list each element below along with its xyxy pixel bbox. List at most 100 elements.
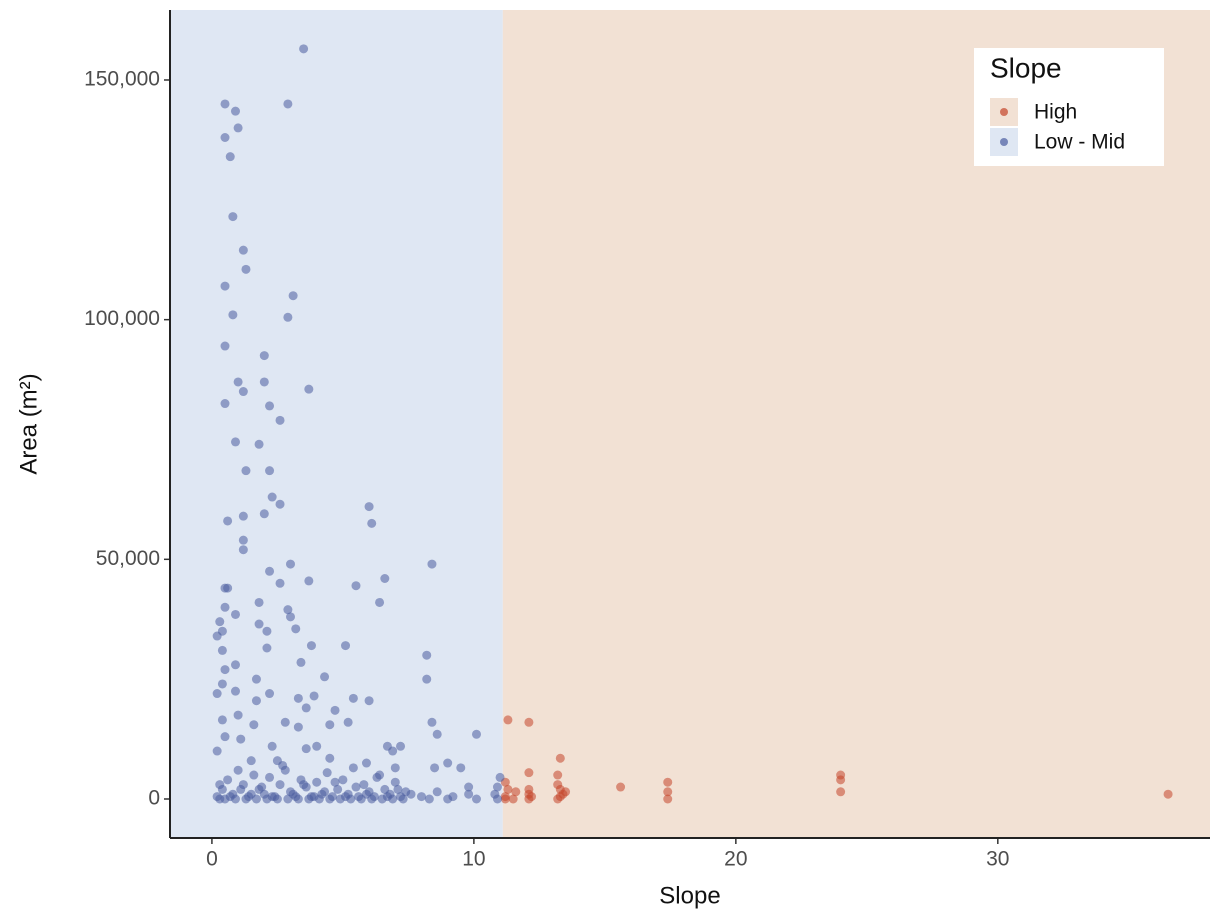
point	[283, 312, 293, 322]
point	[325, 794, 335, 804]
point	[217, 645, 227, 655]
point	[616, 782, 626, 792]
point	[471, 794, 481, 804]
x-axis-title: Slope	[659, 882, 720, 909]
point	[283, 794, 293, 804]
legend-label: Low - Mid	[1034, 131, 1125, 154]
point	[364, 502, 374, 512]
point	[259, 351, 269, 361]
point	[380, 573, 390, 583]
point	[228, 212, 238, 222]
point	[236, 734, 246, 744]
point	[262, 626, 272, 636]
point	[251, 794, 261, 804]
point	[293, 794, 303, 804]
x-tick-label: 10	[462, 848, 485, 871]
point	[471, 729, 481, 739]
point	[663, 777, 673, 787]
point	[251, 674, 261, 684]
point	[223, 775, 233, 785]
point	[233, 710, 243, 720]
point	[492, 794, 502, 804]
point	[241, 466, 251, 476]
point	[500, 794, 510, 804]
point	[262, 643, 272, 653]
point	[267, 741, 277, 751]
point	[220, 99, 230, 109]
point	[309, 691, 319, 701]
legend-label: High	[1034, 101, 1077, 124]
point	[527, 792, 537, 802]
point	[398, 794, 408, 804]
point	[291, 624, 301, 634]
point	[320, 787, 330, 797]
point	[220, 341, 230, 351]
point	[312, 777, 322, 787]
point	[304, 576, 314, 586]
legend-marker	[1000, 108, 1008, 116]
point	[304, 384, 314, 394]
point	[225, 152, 235, 162]
point	[230, 660, 240, 670]
point	[230, 686, 240, 696]
point	[346, 794, 356, 804]
point	[424, 794, 434, 804]
point	[280, 717, 290, 727]
point	[663, 787, 673, 797]
y-tick-label: 100,000	[84, 307, 160, 330]
point	[388, 794, 398, 804]
point	[836, 775, 846, 785]
point	[503, 715, 513, 725]
point	[320, 672, 330, 682]
point	[422, 650, 432, 660]
y-tick-label: 150,000	[84, 68, 160, 91]
point	[238, 387, 248, 397]
point	[228, 310, 238, 320]
point	[492, 782, 502, 792]
point	[422, 674, 432, 684]
point	[249, 770, 259, 780]
point	[338, 775, 348, 785]
point	[286, 559, 296, 569]
point	[299, 780, 309, 790]
point	[503, 784, 513, 794]
point	[322, 768, 332, 778]
point	[375, 597, 385, 607]
point	[230, 794, 240, 804]
point	[233, 377, 243, 387]
point	[215, 617, 225, 627]
point	[464, 789, 474, 799]
point	[246, 756, 256, 766]
point	[220, 281, 230, 291]
point	[330, 705, 340, 715]
point	[361, 758, 371, 768]
point	[377, 794, 387, 804]
point	[265, 689, 275, 699]
legend: Slope High Low - Mid	[974, 48, 1164, 166]
point	[293, 722, 303, 732]
point	[299, 44, 309, 54]
point	[301, 744, 311, 754]
point	[314, 794, 324, 804]
point	[241, 264, 251, 274]
point	[220, 583, 230, 593]
point	[220, 732, 230, 742]
legend-marker	[1000, 138, 1008, 146]
y-tick-label: 0	[148, 787, 160, 810]
point	[464, 782, 474, 792]
point	[283, 605, 293, 615]
point	[348, 763, 358, 773]
point	[217, 715, 227, 725]
point	[220, 794, 230, 804]
point	[301, 703, 311, 713]
point	[212, 689, 222, 699]
point	[254, 619, 264, 629]
point	[396, 741, 406, 751]
point	[430, 763, 440, 773]
point	[511, 787, 521, 797]
point	[257, 782, 267, 792]
point	[283, 99, 293, 109]
point	[262, 794, 272, 804]
point	[212, 746, 222, 756]
point	[233, 765, 243, 775]
